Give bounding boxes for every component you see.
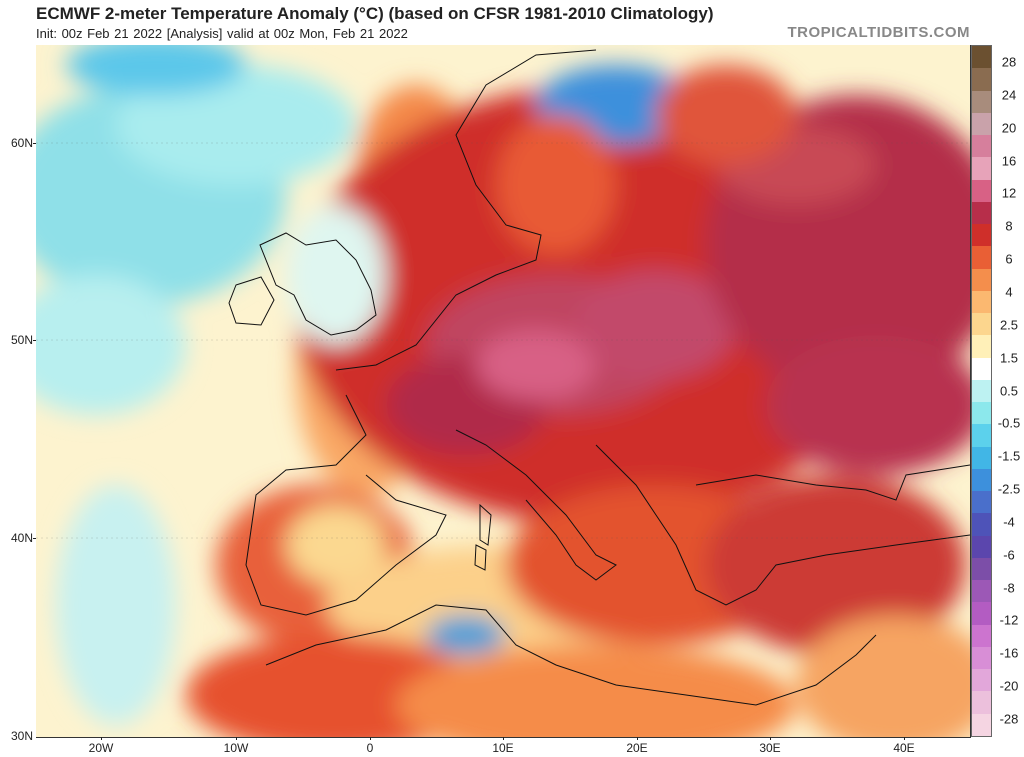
colorbar-label: -6: [1003, 547, 1015, 563]
colorbar-label: -2.5: [997, 481, 1021, 497]
lon-label-10w: 10W: [223, 741, 249, 755]
colorbar-swatch: [972, 557, 991, 581]
colorbar-swatch: [972, 513, 991, 537]
colorbar-label: 20: [1001, 120, 1017, 136]
map-subtitle: Init: 00z Feb 21 2022 [Analysis] valid a…: [36, 26, 408, 41]
graticule: [36, 142, 970, 539]
temperature-anomaly-map[interactable]: [36, 45, 971, 738]
colorbar-swatch: [972, 379, 991, 403]
lon-tick: [370, 737, 371, 740]
colorbar-swatch: [972, 357, 991, 381]
colorbar-swatch: [972, 201, 991, 225]
colorbar-label: 16: [1001, 153, 1017, 169]
colorbar-label: -20: [999, 678, 1019, 694]
colorbar-label: -0.5: [997, 415, 1021, 431]
colorbar-label: -12: [999, 612, 1019, 628]
colorbar-label: 0.5: [999, 383, 1019, 398]
lon-tick: [101, 737, 102, 740]
colorbar-swatch: [972, 246, 991, 270]
colorbar-swatch: [972, 68, 991, 91]
colorbar-label: 4: [1005, 284, 1013, 300]
colorbar-swatch: [972, 268, 991, 292]
colorbar-swatch: [972, 135, 991, 158]
lat-tick: [33, 143, 36, 144]
lon-tick: [637, 737, 638, 740]
lon-label-0: 0: [366, 741, 374, 755]
colorbar-label: 1.5: [999, 350, 1019, 366]
lon-tick: [770, 737, 771, 740]
colorbar-label: -16: [999, 645, 1019, 661]
colorbar-swatch: [972, 535, 991, 559]
lat-label-40n: 40N: [10, 531, 33, 545]
colorbar-swatch: [972, 335, 991, 359]
lat-tick: [33, 340, 36, 341]
colorbar-swatch: [972, 290, 991, 314]
colorbar-swatch: [972, 602, 991, 626]
lon-tick: [904, 737, 905, 740]
lat-tick: [33, 538, 36, 539]
colorbar-swatch: [972, 313, 991, 336]
colorbar-label: -8: [1003, 580, 1015, 596]
coastlines: [228, 49, 970, 706]
lon-tick: [503, 737, 504, 740]
brand-watermark[interactable]: TROPICALTIDBITS.COM: [787, 24, 970, 41]
colorbar-label: 8: [1005, 218, 1013, 234]
lon-label-30e: 30E: [759, 741, 781, 755]
lat-label-30n: 30N: [10, 729, 33, 743]
colorbar-swatch: [972, 112, 991, 136]
colorbar-swatch: [972, 580, 991, 603]
colorbar-swatch: [972, 691, 991, 715]
colorbar-swatch: [972, 157, 991, 181]
colorbar-label: 12: [1001, 185, 1017, 201]
colorbar-swatch: [972, 713, 991, 737]
colorbar: [971, 45, 992, 737]
colorbar-swatch: [972, 424, 991, 448]
lon-label-10e: 10E: [492, 741, 514, 755]
colorbar-swatch: [972, 468, 991, 492]
lon-label-20w: 20W: [88, 741, 114, 755]
lat-label-50n: 50N: [10, 333, 33, 347]
lon-tick: [236, 737, 237, 740]
colorbar-swatch: [972, 46, 991, 69]
colorbar-swatch: [972, 446, 991, 470]
colorbar-swatch: [972, 491, 991, 514]
colorbar-swatch: [972, 224, 991, 247]
colorbar-label: -1.5: [997, 448, 1021, 464]
colorbar-label: 2.5: [999, 317, 1019, 333]
colorbar-label: 28: [1001, 54, 1017, 70]
lon-label-20e: 20E: [626, 741, 648, 755]
colorbar-swatch: [972, 624, 991, 648]
colorbar-swatch: [972, 669, 991, 692]
anomaly-field: [36, 45, 970, 737]
map-title: ECMWF 2-meter Temperature Anomaly (°C) (…: [36, 4, 714, 23]
colorbar-label: 24: [1001, 87, 1017, 103]
colorbar-swatch: [972, 179, 991, 203]
colorbar-label: -28: [999, 711, 1019, 727]
colorbar-swatch: [972, 646, 991, 670]
colorbar-swatch: [972, 90, 991, 114]
colorbar-label: 6: [1005, 251, 1013, 267]
colorbar-swatch: [972, 402, 991, 425]
lon-label-40e: 40E: [893, 741, 915, 755]
lat-label-60n: 60N: [10, 136, 33, 150]
colorbar-label: -4: [1003, 514, 1015, 530]
